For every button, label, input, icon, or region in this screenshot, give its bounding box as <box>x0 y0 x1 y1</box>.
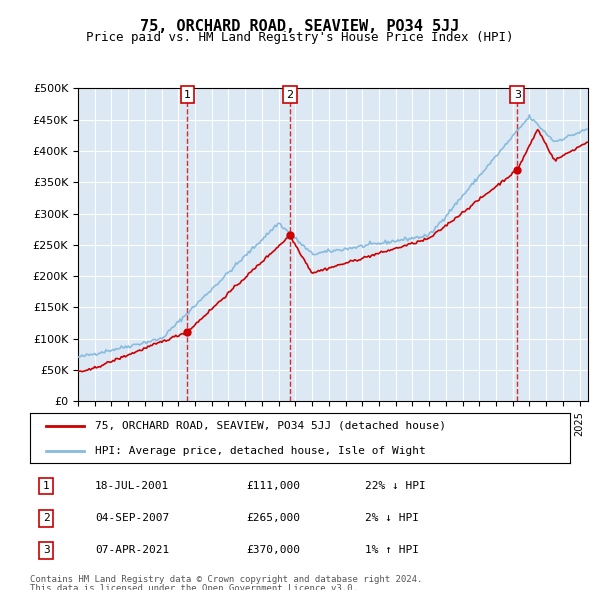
Text: 07-APR-2021: 07-APR-2021 <box>95 545 169 555</box>
Text: £265,000: £265,000 <box>246 513 300 523</box>
Text: 2% ↓ HPI: 2% ↓ HPI <box>365 513 419 523</box>
Text: This data is licensed under the Open Government Licence v3.0.: This data is licensed under the Open Gov… <box>30 584 358 590</box>
Text: 75, ORCHARD ROAD, SEAVIEW, PO34 5JJ (detached house): 75, ORCHARD ROAD, SEAVIEW, PO34 5JJ (det… <box>95 421 446 431</box>
Text: 1% ↑ HPI: 1% ↑ HPI <box>365 545 419 555</box>
Text: 22% ↓ HPI: 22% ↓ HPI <box>365 481 425 491</box>
Text: £111,000: £111,000 <box>246 481 300 491</box>
Text: 3: 3 <box>514 90 521 100</box>
Text: 04-SEP-2007: 04-SEP-2007 <box>95 513 169 523</box>
Text: 2: 2 <box>286 90 293 100</box>
Text: HPI: Average price, detached house, Isle of Wight: HPI: Average price, detached house, Isle… <box>95 445 425 455</box>
Text: 2: 2 <box>43 513 50 523</box>
Text: Contains HM Land Registry data © Crown copyright and database right 2024.: Contains HM Land Registry data © Crown c… <box>30 575 422 584</box>
Text: 18-JUL-2001: 18-JUL-2001 <box>95 481 169 491</box>
Text: Price paid vs. HM Land Registry's House Price Index (HPI): Price paid vs. HM Land Registry's House … <box>86 31 514 44</box>
Text: 1: 1 <box>184 90 191 100</box>
Text: 3: 3 <box>43 545 50 555</box>
Text: 1: 1 <box>43 481 50 491</box>
Text: 75, ORCHARD ROAD, SEAVIEW, PO34 5JJ: 75, ORCHARD ROAD, SEAVIEW, PO34 5JJ <box>140 19 460 34</box>
Text: £370,000: £370,000 <box>246 545 300 555</box>
